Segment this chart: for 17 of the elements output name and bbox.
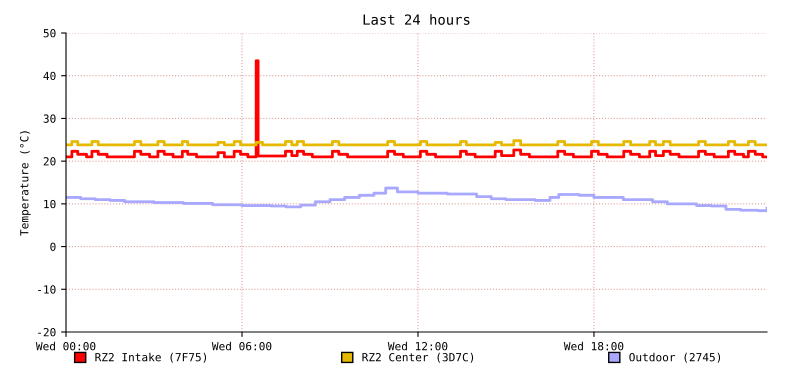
x-tick-label: Wed 06:00 [212, 342, 272, 350]
x-tick-label: Wed 00:00 [36, 342, 96, 350]
y-tick-label: -20 [38, 328, 56, 336]
y-axis-title: Temperature (°C) [20, 131, 31, 236]
legend-label: Outdoor (2745) [629, 352, 720, 363]
chart-title: Last 24 hours [364, 14, 470, 25]
y-tick-label: 50 [44, 29, 56, 38]
legend-label: RZ2 Center (3D7C) [362, 352, 474, 363]
y-tick-label: 30 [44, 114, 56, 123]
y-tick-label: 20 [44, 157, 56, 166]
y-tick-label: 40 [43, 72, 56, 80]
y-tick-label: -10 [38, 285, 56, 294]
legend-label: RZ2 Intake (7F75) [95, 352, 206, 363]
x-tick-label: Wed 18:00 [564, 342, 624, 350]
x-tick-label: Wed 12:00 [388, 342, 448, 350]
y-tick-label: 0 [50, 242, 56, 251]
y-tick-label: 10 [44, 200, 56, 208]
